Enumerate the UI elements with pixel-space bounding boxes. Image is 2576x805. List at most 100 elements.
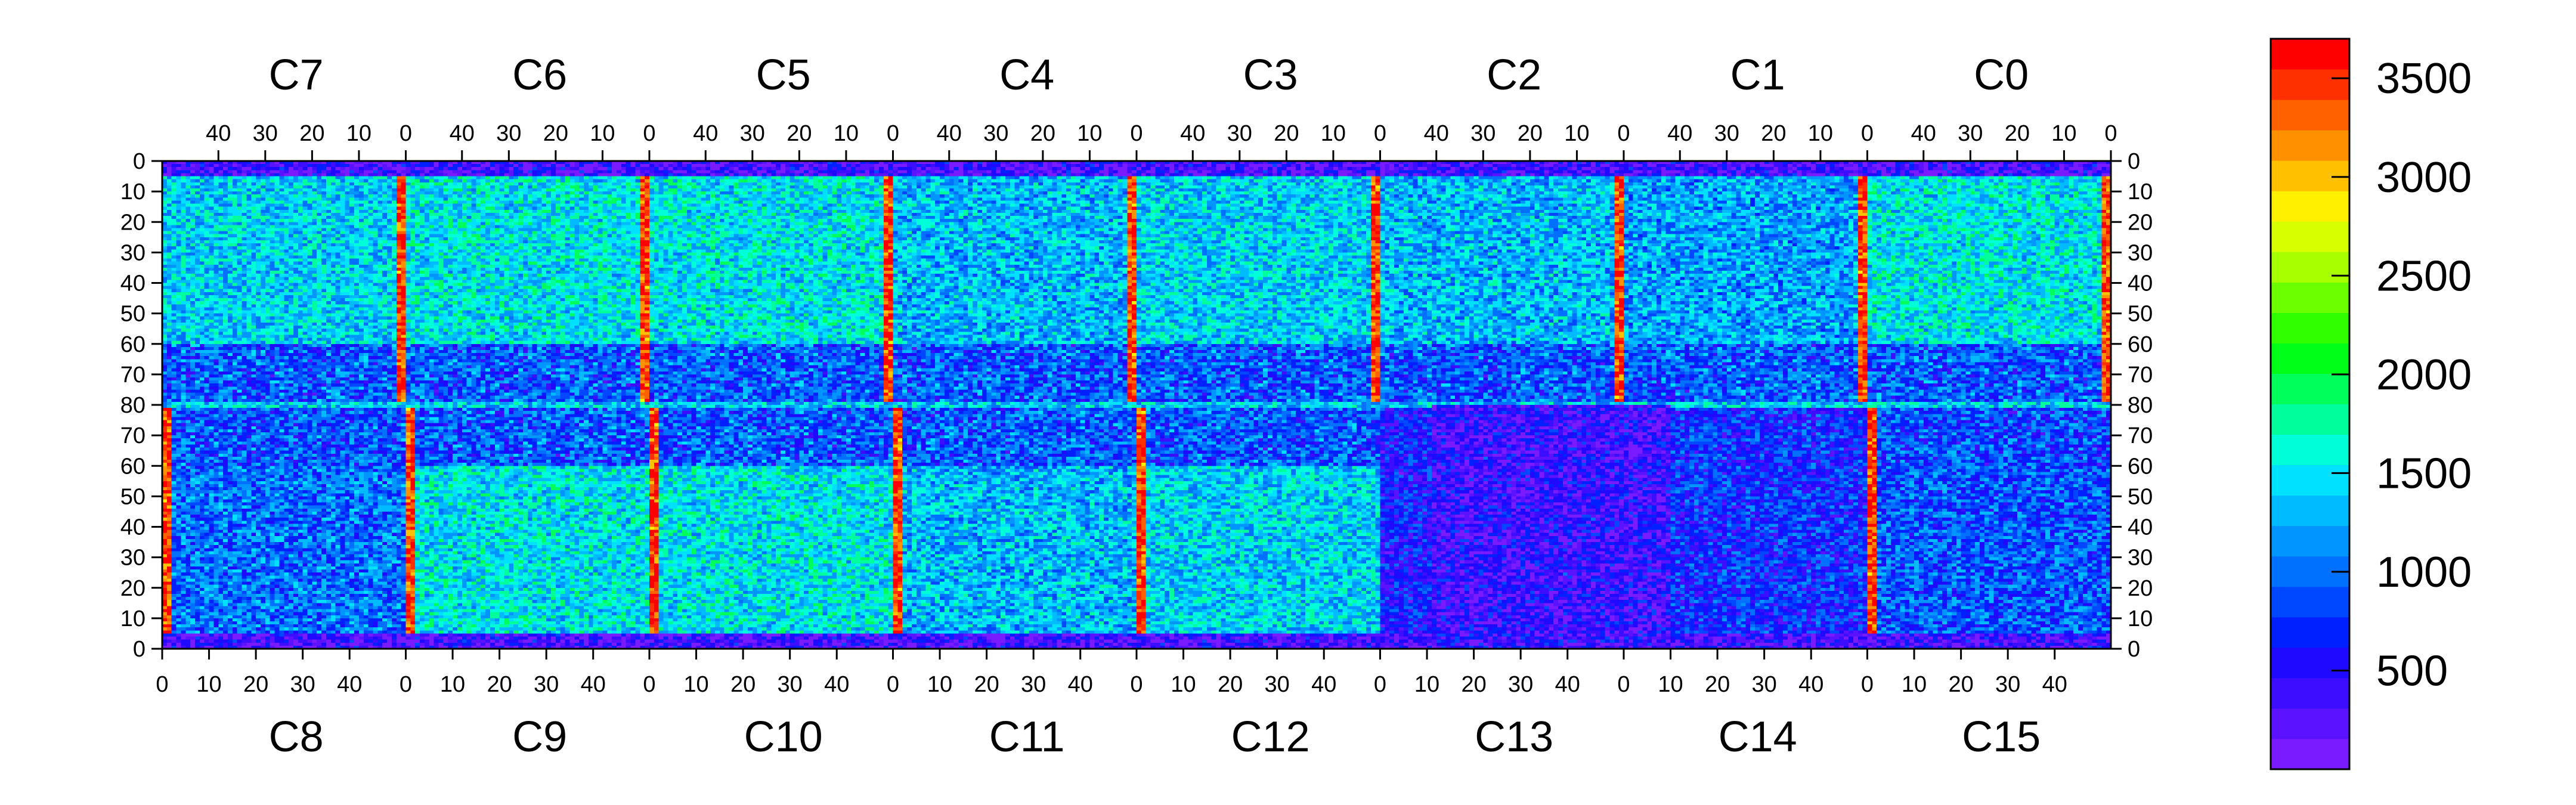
bottom-col-tick-label: 40 [581,672,606,697]
bottom-col-tick-label: 30 [534,672,559,697]
bottom-col-tick-label: 30 [1752,672,1777,697]
bottom-col-tick-label: 40 [1068,672,1093,697]
bottom-col-tick-label: 20 [487,672,512,697]
left-row-tick-label: 80 [120,393,145,418]
left-row-tick-label: 20 [120,210,145,235]
right-row-ticks: 0 10 20 30 40 50 60 70 80 70 60 50 40 30 20 10 0 [2111,149,2153,662]
colorbar-tick-label: 1500 [2376,450,2472,497]
chip-label-c0: C0 [1974,51,2029,99]
top-col-tick-label: 10 [1564,121,1589,146]
right-row-tick-label: 40 [2128,515,2153,540]
right-row-tick-label: 20 [2128,210,2153,235]
right-row-tick-label: 50 [2128,484,2153,509]
right-row-tick-label: 20 [2128,576,2153,601]
chip-label-c14: C14 [1719,713,1797,761]
colorbar-swatch [2271,465,2349,496]
bottom-col-tick-label: 0 [643,672,655,697]
chip-label-c1: C1 [1730,51,1785,99]
left-row-tick-label: 60 [120,454,145,479]
left-row-tick-label: 50 [120,484,145,509]
colorbar-swatch [2271,39,2349,70]
right-row-tick-label: 50 [2128,302,2153,327]
top-col-tick-label: 30 [496,121,521,146]
colorbar-swatch [2271,343,2349,374]
bottom-col-tick-label: 10 [683,672,708,697]
right-row-tick-label: 80 [2128,393,2153,418]
top-col-tick-label: 20 [543,121,568,146]
bottom-col-tick-label: 40 [337,672,362,697]
colorbar-swatch [2271,282,2349,313]
right-row-tick-label: 70 [2128,423,2153,448]
top-col-tick-label: 20 [1761,121,1786,146]
bottom-col-tick-label: 10 [1171,672,1196,697]
chip-label-c11: C11 [989,713,1065,761]
left-row-tick-label: 30 [120,546,145,571]
right-row-tick-label: 0 [2128,149,2140,174]
top-col-tick-label: 0 [1374,121,1386,146]
colorbar-swatch [2271,525,2349,557]
bottom-col-tick-label: 40 [824,672,849,697]
top-col-tick-label: 10 [1077,121,1102,146]
heatmap-image [162,161,2111,649]
colorbar-swatch [2271,647,2349,679]
colorbar-swatch [2271,69,2349,100]
top-col-tick-label: 20 [2005,121,2030,146]
bottom-col-tick-label: 20 [1218,672,1243,697]
colorbar-swatch [2271,100,2349,131]
left-row-tick-label: 70 [120,363,145,388]
top-col-tick-label: 30 [1714,121,1739,146]
colorbar-tick-label: 3500 [2376,55,2472,103]
top-col-tick-label: 0 [1861,121,1874,146]
top-col-tick-label: 40 [206,121,231,146]
top-col-tick-label: 30 [253,121,278,146]
left-row-tick-label: 40 [120,515,145,540]
bottom-col-tick-label: 40 [1555,672,1580,697]
colorbar-swatch [2271,434,2349,466]
bottom-column-ticks: 0 10 20 30 40 0 10 20 30 40 0 10 20 30 40 0 10 20 30 40 0 10 2… [156,649,2067,697]
colorbar-tick-label: 500 [2376,647,2448,695]
bottom-col-tick-label: 40 [2042,672,2067,697]
left-row-tick-label: 70 [120,423,145,448]
bottom-col-tick-label: 30 [1265,672,1290,697]
top-col-tick-label: 20 [1518,121,1543,146]
top-col-tick-label: 10 [2051,121,2076,146]
top-chip-labels: C7 C6 C5 C4 C3 C2 C1 C0 [269,51,2029,99]
colorbar-swatch [2271,221,2349,252]
top-col-tick-label: 30 [983,121,1008,146]
top-col-tick-label: 10 [834,121,859,146]
bottom-col-tick-label: 0 [156,672,168,697]
top-col-tick-label: 20 [299,121,324,146]
bottom-col-tick-label: 10 [440,672,465,697]
bottom-col-tick-label: 40 [1798,672,1823,697]
right-row-tick-label: 30 [2128,546,2153,571]
chip-label-c9: C9 [512,713,567,761]
top-col-tick-label: 40 [1424,121,1449,146]
top-col-tick-label: 10 [346,121,371,146]
colorbar-swatch [2271,130,2349,161]
chip-label-c15: C15 [1962,713,2041,761]
left-row-tick-label: 60 [120,332,145,357]
top-col-tick-label: 0 [2104,121,2117,146]
colorbar-tick-label: 2000 [2376,351,2472,399]
chip-label-c13: C13 [1475,713,1553,761]
colorbar-tick-label: 1000 [2376,549,2472,596]
bottom-col-tick-label: 10 [927,672,952,697]
top-col-tick-label: 40 [1180,121,1205,146]
chip-label-c5: C5 [756,51,811,99]
top-col-tick-label: 0 [643,121,655,146]
top-col-tick-label: 30 [740,121,765,146]
top-col-tick-label: 40 [937,121,962,146]
bottom-col-tick-label: 0 [1130,672,1143,697]
left-row-tick-label: 0 [133,637,145,662]
bottom-col-tick-label: 30 [290,672,315,697]
colorbar-swatch [2271,191,2349,222]
chip-label-c8: C8 [269,713,324,761]
bottom-col-tick-label: 0 [1861,672,1874,697]
top-col-tick-label: 40 [1911,121,1936,146]
colorbar-swatch [2271,708,2349,739]
bottom-col-tick-label: 20 [730,672,756,697]
left-row-tick-label: 30 [120,240,145,265]
top-col-tick-label: 20 [787,121,812,146]
chip-label-c4: C4 [999,51,1054,99]
